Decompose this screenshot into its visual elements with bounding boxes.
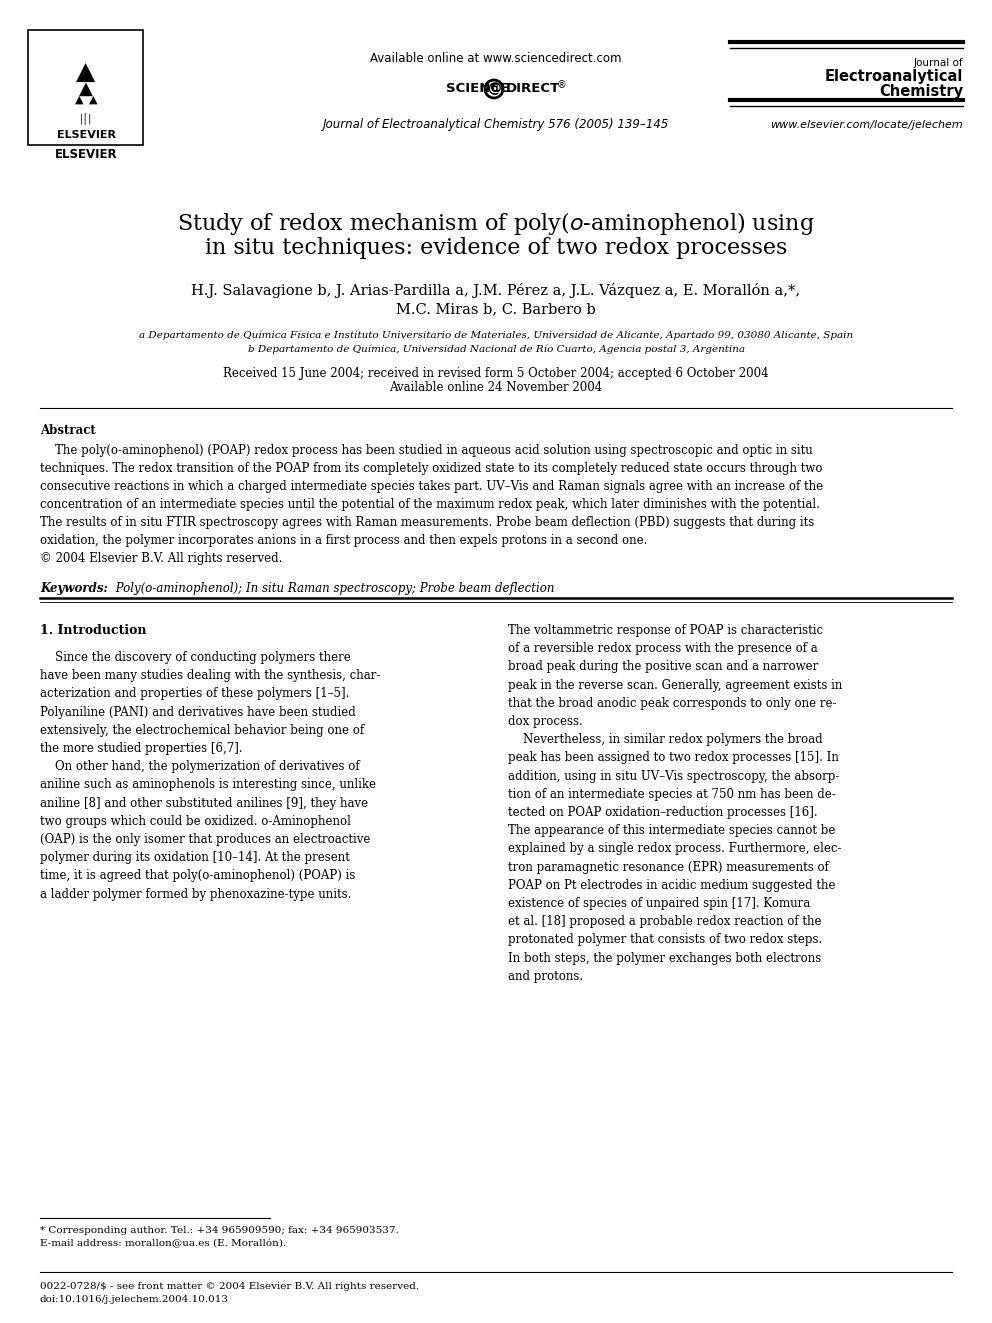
Text: Chemistry: Chemistry bbox=[879, 83, 963, 99]
Text: The voltammetric response of POAP is characteristic
of a reversible redox proces: The voltammetric response of POAP is cha… bbox=[508, 624, 842, 983]
Text: ELSEVIER: ELSEVIER bbox=[55, 148, 117, 161]
Text: b Departamento de Química, Universidad Nacional de Río Cuarto, Agencia postal 3,: b Departamento de Química, Universidad N… bbox=[247, 344, 745, 353]
Text: doi:10.1016/j.jelechem.2004.10.013: doi:10.1016/j.jelechem.2004.10.013 bbox=[40, 1295, 229, 1304]
Text: in situ techniques: evidence of two redox processes: in situ techniques: evidence of two redo… bbox=[204, 237, 788, 259]
Text: M.C. Miras b, C. Barbero b: M.C. Miras b, C. Barbero b bbox=[396, 302, 596, 316]
Text: Poly(o-aminophenol); In situ Raman spectroscopy; Probe beam deflection: Poly(o-aminophenol); In situ Raman spect… bbox=[112, 582, 555, 595]
Text: ®: ® bbox=[557, 79, 566, 90]
Text: ELSEVIER: ELSEVIER bbox=[57, 130, 115, 140]
Text: Available online 24 November 2004: Available online 24 November 2004 bbox=[390, 381, 602, 394]
Text: Received 15 June 2004; received in revised form 5 October 2004; accepted 6 Octob: Received 15 June 2004; received in revis… bbox=[223, 366, 769, 380]
Text: a Departamento de Química Física e Instituto Universitario de Materiales, Univer: a Departamento de Química Física e Insti… bbox=[139, 329, 853, 340]
Text: * Corresponding author. Tel.: +34 965909590; fax: +34 965903537.: * Corresponding author. Tel.: +34 965909… bbox=[40, 1226, 399, 1234]
Text: |│|: |│| bbox=[79, 112, 92, 124]
Text: H.J. Salavagione b, J. Arias-Pardilla a, J.M. Pérez a, J.L. Vázquez a, E. Morall: H.J. Salavagione b, J. Arias-Pardilla a,… bbox=[191, 283, 801, 298]
Text: Study of redox mechanism of poly($\mathit{o}$-aminophenol) using: Study of redox mechanism of poly($\mathi… bbox=[178, 210, 814, 237]
Text: Journal of: Journal of bbox=[914, 58, 963, 67]
Bar bbox=[28, 30, 143, 146]
Text: The poly(o-aminophenol) (POAP) redox process has been studied in aqueous acid so: The poly(o-aminophenol) (POAP) redox pro… bbox=[40, 445, 823, 565]
Text: DIRECT: DIRECT bbox=[506, 82, 560, 95]
Text: @: @ bbox=[487, 82, 501, 97]
Text: Electroanalytical: Electroanalytical bbox=[824, 69, 963, 83]
Text: SCIENCE: SCIENCE bbox=[446, 82, 509, 95]
Text: Keywords:: Keywords: bbox=[40, 582, 108, 595]
Text: ▲: ▲ bbox=[79, 79, 93, 98]
Text: ▲: ▲ bbox=[74, 95, 83, 105]
Text: ▲: ▲ bbox=[76, 60, 95, 83]
Text: 1. Introduction: 1. Introduction bbox=[40, 624, 147, 636]
Text: www.elsevier.com/locate/jelechem: www.elsevier.com/locate/jelechem bbox=[770, 120, 963, 130]
Text: Available online at www.sciencedirect.com: Available online at www.sciencedirect.co… bbox=[370, 52, 622, 65]
Text: Abstract: Abstract bbox=[40, 423, 96, 437]
Text: Since the discovery of conducting polymers there
have been many studies dealing : Since the discovery of conducting polyme… bbox=[40, 651, 380, 901]
Text: 0022-0728/$ - see front matter © 2004 Elsevier B.V. All rights reserved.: 0022-0728/$ - see front matter © 2004 El… bbox=[40, 1282, 420, 1291]
Text: Journal of Electroanalytical Chemistry 576 (2005) 139–145: Journal of Electroanalytical Chemistry 5… bbox=[322, 118, 670, 131]
Text: E-mail address: morallon@ua.es (E. Morallón).: E-mail address: morallon@ua.es (E. Moral… bbox=[40, 1240, 287, 1248]
Text: ▲: ▲ bbox=[88, 95, 97, 105]
